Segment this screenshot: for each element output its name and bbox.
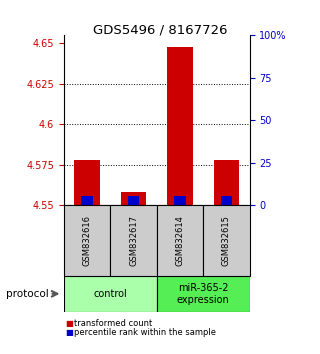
Bar [220, 196, 232, 205]
Bar [64, 205, 110, 276]
Text: ■: ■ [66, 319, 74, 329]
Bar [110, 205, 157, 276]
Bar [81, 196, 93, 205]
Bar [174, 196, 186, 205]
Text: transformed count: transformed count [74, 319, 152, 329]
Text: percentile rank within the sample: percentile rank within the sample [74, 328, 216, 337]
Text: GSM832614: GSM832614 [175, 215, 185, 266]
Text: ■: ■ [66, 328, 74, 337]
Text: GSM832616: GSM832616 [83, 215, 92, 266]
Bar [203, 205, 250, 276]
Bar [75, 160, 100, 205]
Bar [214, 160, 239, 205]
Text: protocol: protocol [6, 289, 49, 299]
Bar [121, 192, 146, 205]
Bar [167, 47, 193, 205]
Text: GDS5496 / 8167726: GDS5496 / 8167726 [93, 23, 227, 36]
Text: GSM832617: GSM832617 [129, 215, 138, 266]
Bar [157, 205, 203, 276]
Bar [64, 276, 157, 312]
Bar [157, 276, 250, 312]
Text: miR-365-2
expression: miR-365-2 expression [177, 283, 229, 305]
Text: GSM832615: GSM832615 [222, 215, 231, 266]
Bar [128, 196, 140, 205]
Text: control: control [93, 289, 127, 299]
